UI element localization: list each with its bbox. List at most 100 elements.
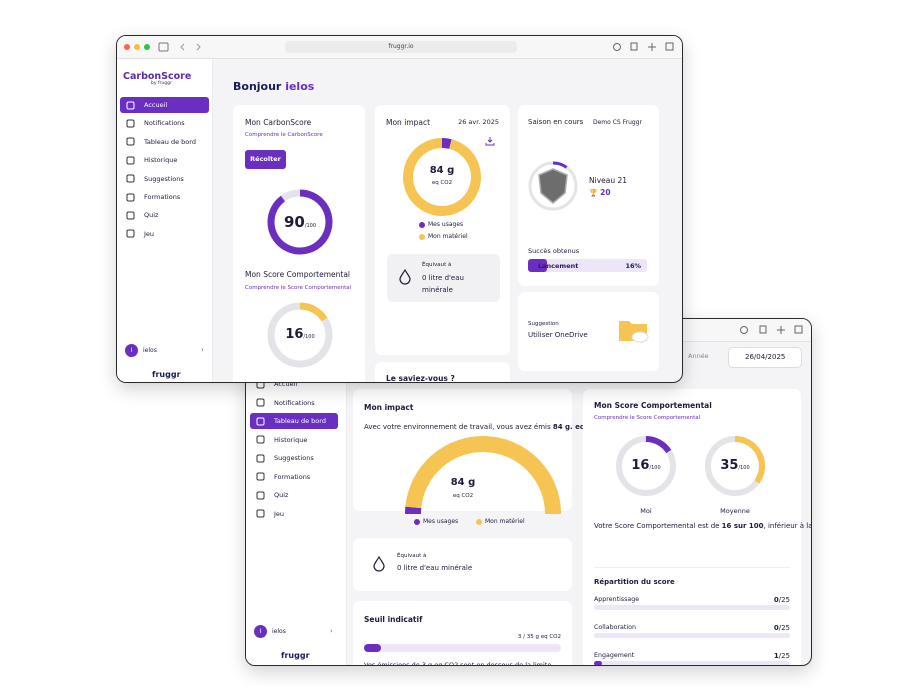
icon-shape <box>256 435 265 444</box>
nav-item[interactable]: Historique <box>250 432 338 448</box>
badge-shield <box>538 168 568 204</box>
breakdown-name: Apprentissage <box>594 596 640 603</box>
breakdown-name: Engagement <box>594 652 635 659</box>
cloud <box>631 331 649 343</box>
score-ring <box>705 436 765 496</box>
success-name: Lancement <box>538 262 579 270</box>
download-icon <box>485 137 495 146</box>
toolbar-icons <box>124 41 674 53</box>
nav-label[interactable]: Jeu <box>144 229 155 238</box>
nav-label[interactable]: Accueil <box>144 101 168 109</box>
nav-item[interactable]: Suggestions <box>120 171 209 187</box>
nav-label[interactable]: Suggestions <box>274 454 314 462</box>
card-title: Mon CarbonScore <box>245 118 312 127</box>
nav-item[interactable]: Tableau de bord <box>120 134 209 150</box>
score-max: /100 <box>303 334 315 340</box>
nav-icon <box>126 119 135 128</box>
score-max: /25 <box>778 596 790 604</box>
card-link[interactable]: Comprendre le Score Comportemental <box>594 415 701 421</box>
icon-shape <box>256 509 265 518</box>
nav-label[interactable]: Formations <box>144 193 181 201</box>
legend-label: Mes usages <box>423 518 459 525</box>
icon-shape <box>126 229 135 238</box>
card-link[interactable]: Comprendre le Score Comportemental <box>245 285 352 291</box>
impact-total: 84 g <box>450 477 476 488</box>
ring-arc <box>645 436 672 454</box>
impact-description: Avec votre environnement de travail, vou… <box>364 422 606 432</box>
nav-label[interactable]: Quiz <box>274 491 289 499</box>
nav-icon <box>256 398 265 407</box>
user-name[interactable]: ielos <box>143 347 157 354</box>
user-name[interactable]: ielos <box>272 628 286 635</box>
nav-item[interactable]: Notifications <box>120 115 209 131</box>
nav-label[interactable]: Historique <box>274 435 308 444</box>
nav-label[interactable]: Tableau de bord <box>144 137 196 146</box>
nav-icon <box>126 137 135 146</box>
card-link[interactable]: Comprendre le CarbonScore <box>245 132 323 138</box>
nav-icon <box>126 211 135 220</box>
score-max: /100 <box>738 465 750 471</box>
nav-icon <box>256 491 265 499</box>
nav-label[interactable]: Accueil <box>274 380 298 388</box>
legend-label: Mon matériel <box>485 518 525 525</box>
score-max: /25 <box>778 652 790 660</box>
nav-item[interactable]: Suggestions <box>250 450 338 466</box>
sidebar <box>246 342 347 665</box>
date-button[interactable]: 26/04/2025 <box>728 347 802 368</box>
suggestion-text[interactable]: Utiliser OneDrive <box>528 331 588 339</box>
breakdown-fill <box>594 661 602 665</box>
donut-segment <box>403 138 481 216</box>
trophy-count: 20 <box>600 188 611 197</box>
date-text[interactable]: 26/04/2025 <box>745 353 786 361</box>
score-value: 35 <box>720 458 739 473</box>
period-tab[interactable]: Année <box>688 352 709 360</box>
nav-label[interactable]: Suggestions <box>144 174 184 183</box>
nav-item[interactable]: Historique <box>120 152 209 168</box>
nav-icon <box>126 193 135 201</box>
card-title: Mon Score Comportemental <box>245 270 350 279</box>
success-track: Lancement 16% <box>528 259 647 272</box>
nav-item[interactable]: Jeu <box>250 506 338 522</box>
impact-card: Mon impact 26 avr. 2025 84 g eq CO2 Mes usag… <box>375 105 510 355</box>
nav-item[interactable]: Tableau de bord <box>250 413 338 429</box>
score-label: 16/100 <box>270 326 330 346</box>
icon-shape <box>126 137 135 146</box>
download <box>485 137 495 146</box>
toolbar-icons <box>740 325 803 334</box>
score-max: /100 <box>649 465 661 471</box>
score-ring <box>267 189 333 255</box>
icon-shape <box>126 211 135 220</box>
legend-label: Mon matériel <box>428 233 468 240</box>
success-fill <box>528 259 548 272</box>
nav-label[interactable]: Notifications <box>144 119 185 128</box>
legend-dot <box>419 222 425 228</box>
nav-item[interactable]: Quiz <box>250 487 338 503</box>
nav-label[interactable]: Notifications <box>274 398 315 407</box>
nav-item[interactable]: Formations <box>250 469 338 485</box>
nav-item[interactable]: Formations <box>120 189 209 205</box>
card-title: Saison en cours <box>528 118 584 126</box>
nav-label[interactable]: Jeu <box>274 509 285 518</box>
chevron: › <box>201 346 204 354</box>
legend-label: Mes usages <box>428 221 464 228</box>
nav-item[interactable]: Accueil <box>120 97 209 113</box>
nav-icon <box>256 417 265 425</box>
behavior-text: Votre Score Comportemental est de 16 sur… <box>594 522 811 531</box>
harvest-button[interactable]: Récolter <box>245 150 286 169</box>
brand-by: by fruggr <box>151 81 172 86</box>
description-text: Avec votre environnement de travail, vou… <box>364 423 553 431</box>
card-title: Mon impact <box>364 403 414 412</box>
nav-label[interactable]: Formations <box>274 472 311 481</box>
nav-label[interactable]: Quiz <box>144 211 159 220</box>
nav-item[interactable]: Notifications <box>250 395 338 411</box>
impact-total: 84 g <box>429 165 455 176</box>
equivalent-text: 0 litre d'eau minérale <box>422 274 464 294</box>
nav-item[interactable]: Jeu <box>120 226 209 242</box>
nav-item[interactable]: Quiz <box>120 207 209 223</box>
nav-icon <box>256 454 265 462</box>
nav-label[interactable]: Historique <box>144 156 178 165</box>
ring-arc <box>299 302 328 322</box>
front-window: fruggr.io CarbonScore by fruggr Accueil Noti… <box>116 35 683 383</box>
nav-label[interactable]: Tableau de bord <box>274 417 326 425</box>
